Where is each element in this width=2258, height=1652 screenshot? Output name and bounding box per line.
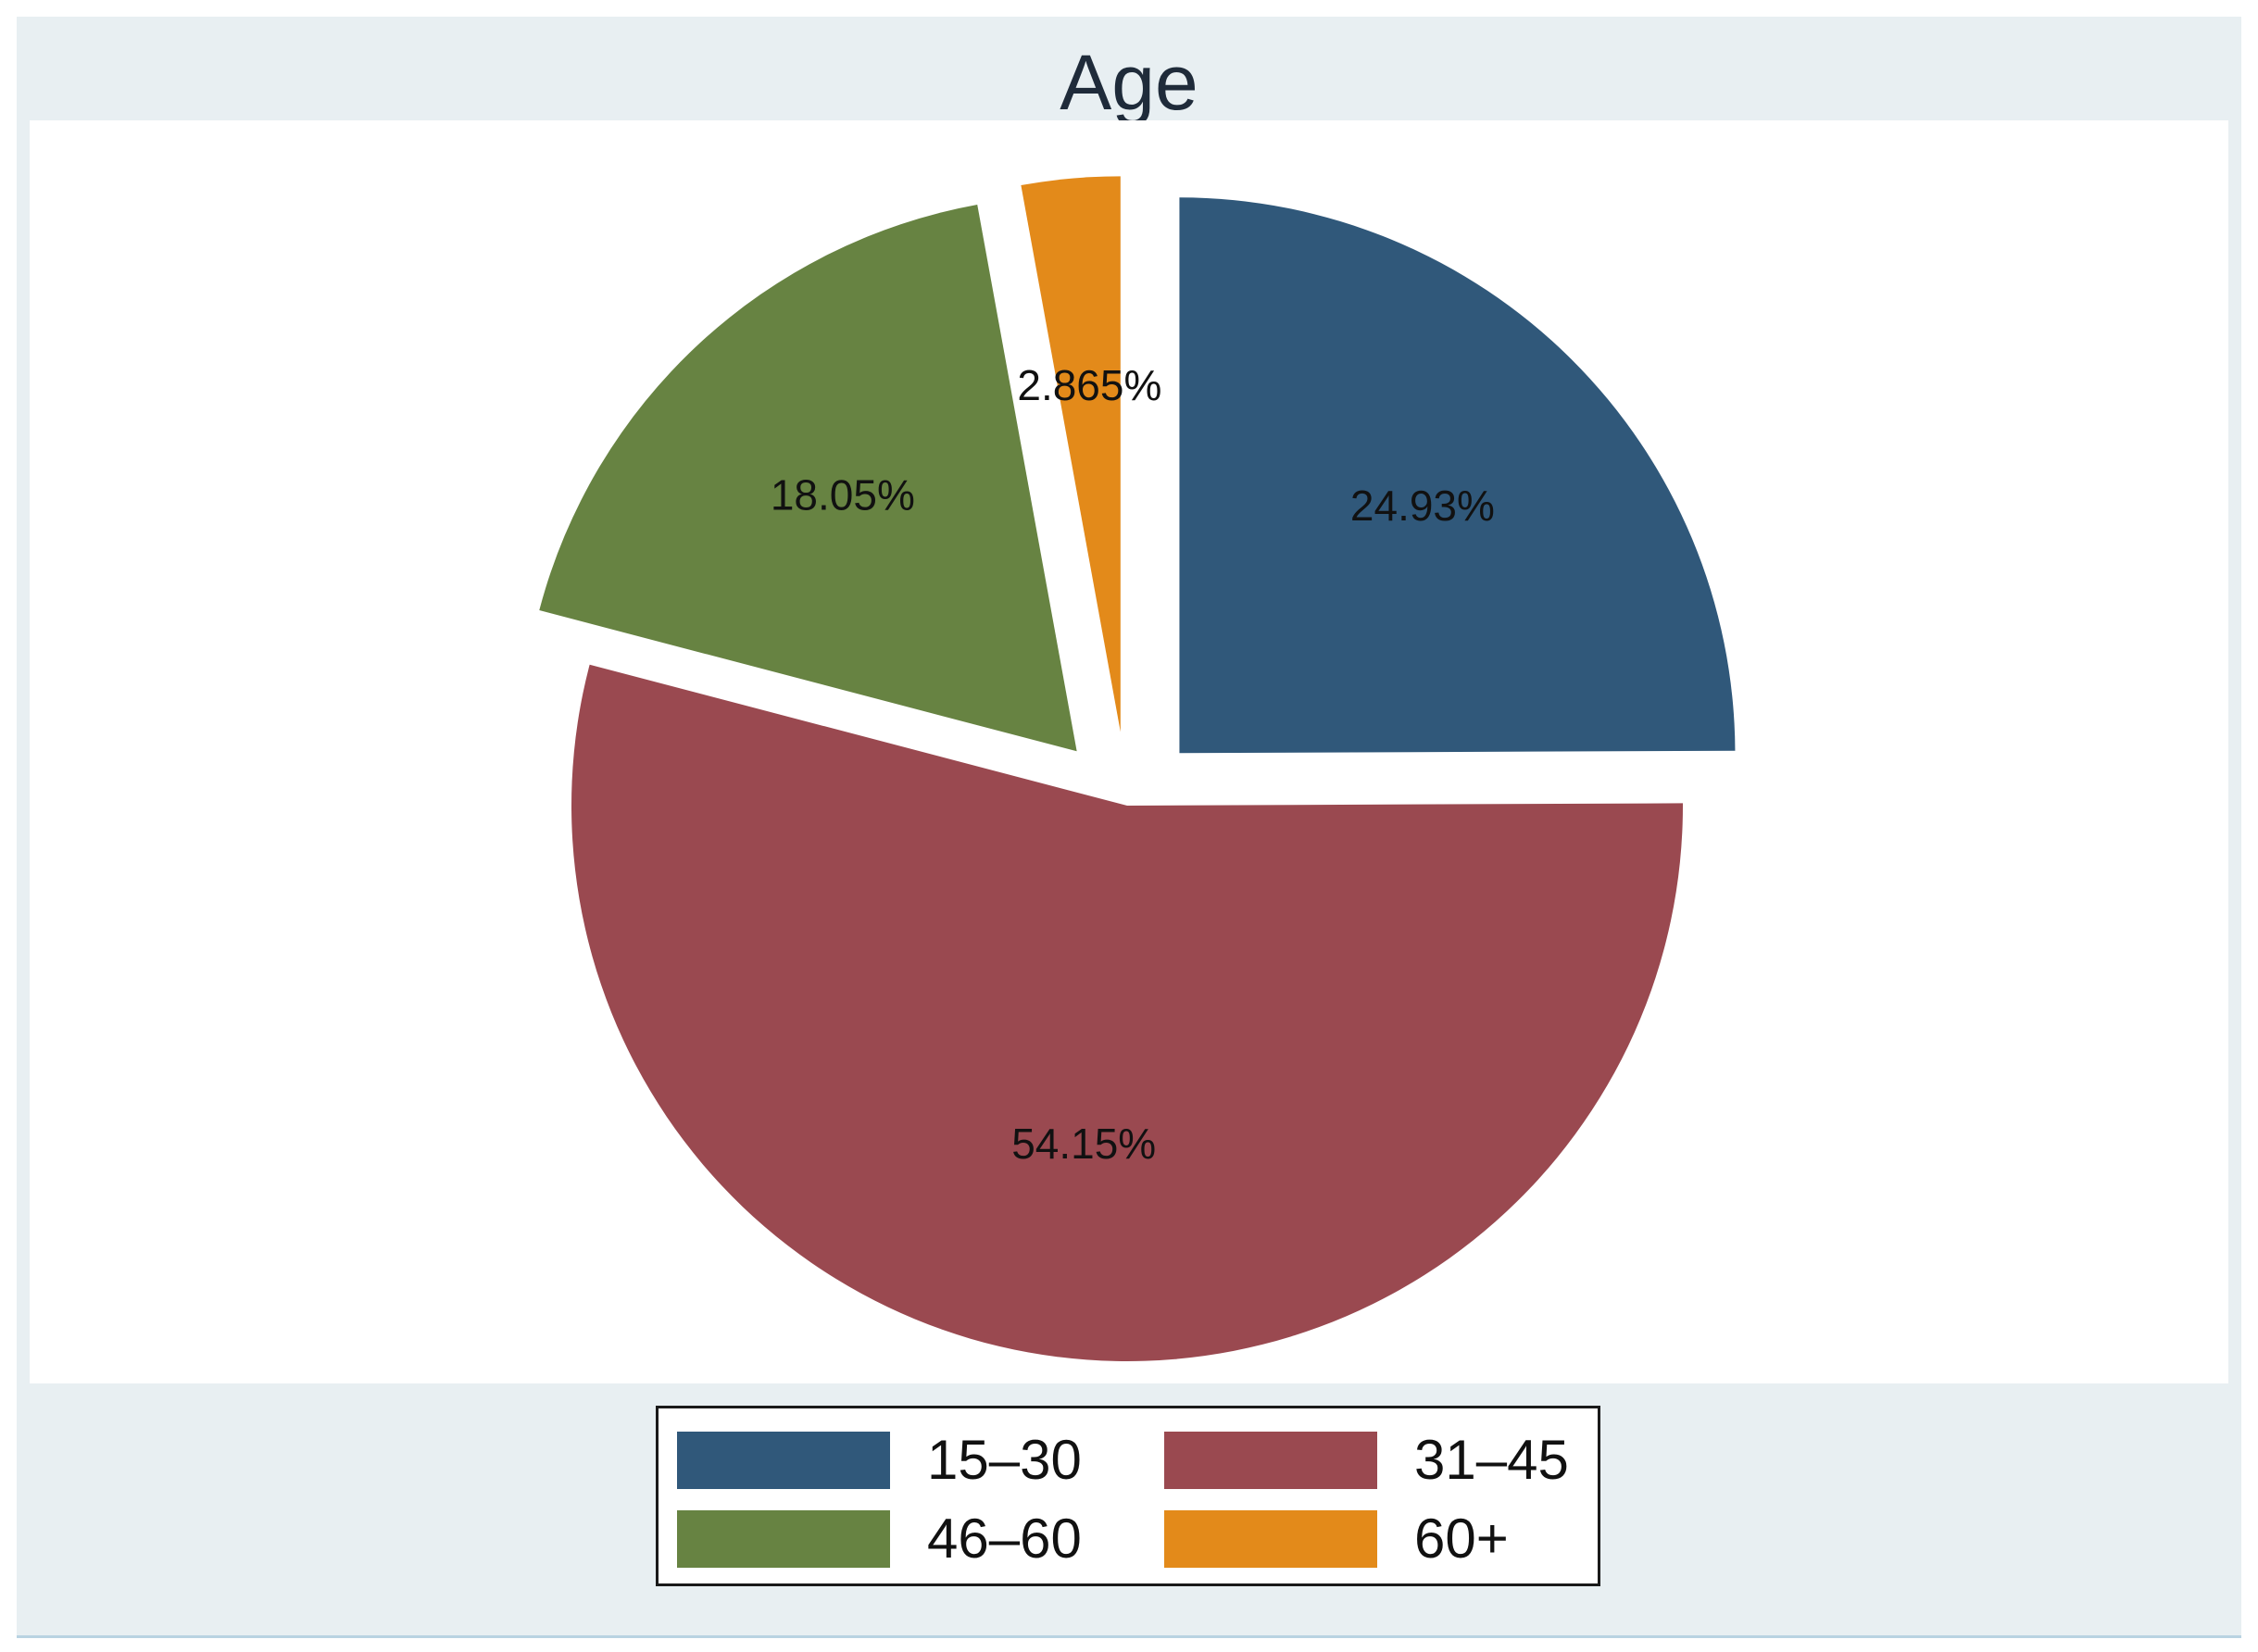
legend: 15–30 31–45 46–60 60+ — [656, 1406, 1600, 1586]
chart-frame: Age 24.93% 54.15% 18.05% 2.865% 15–30 31–45… — [17, 17, 2241, 1635]
legend-item-60-plus: 60+ — [1164, 1510, 1509, 1568]
pie-slice-46-60 — [539, 205, 1077, 752]
legend-label-15-30: 15–30 — [927, 1429, 1082, 1491]
plot-area: 24.93% 54.15% 18.05% 2.865% — [30, 120, 2228, 1383]
legend-swatch-31-45 — [1164, 1432, 1377, 1489]
legend-swatch-60-plus — [1164, 1510, 1377, 1568]
pie-slice-15-30 — [1179, 197, 1736, 754]
pie-slice-60 — [1021, 176, 1121, 732]
legend-label-46-60: 46–60 — [927, 1508, 1082, 1570]
legend-label-60-plus: 60+ — [1414, 1508, 1509, 1570]
pie-label-46-60: 18.05% — [771, 471, 915, 519]
pie-chart: 24.93% 54.15% 18.05% 2.865% — [539, 176, 1736, 1361]
pie-label-15-30: 24.93% — [1350, 482, 1495, 530]
legend-item-46-60: 46–60 — [677, 1510, 1082, 1568]
pie-label-60: 2.865% — [1017, 361, 1161, 409]
pie-slice-31-45 — [571, 664, 1683, 1361]
chart-title: Age — [1060, 39, 1198, 126]
legend-swatch-15-30 — [677, 1432, 890, 1489]
legend-swatch-46-60 — [677, 1510, 890, 1568]
legend-item-31-45: 31–45 — [1164, 1432, 1569, 1489]
bottom-border — [17, 1635, 2241, 1638]
pie-label-31-45: 54.15% — [1011, 1120, 1156, 1168]
legend-label-31-45: 31–45 — [1414, 1429, 1569, 1491]
legend-item-15-30: 15–30 — [677, 1432, 1082, 1489]
